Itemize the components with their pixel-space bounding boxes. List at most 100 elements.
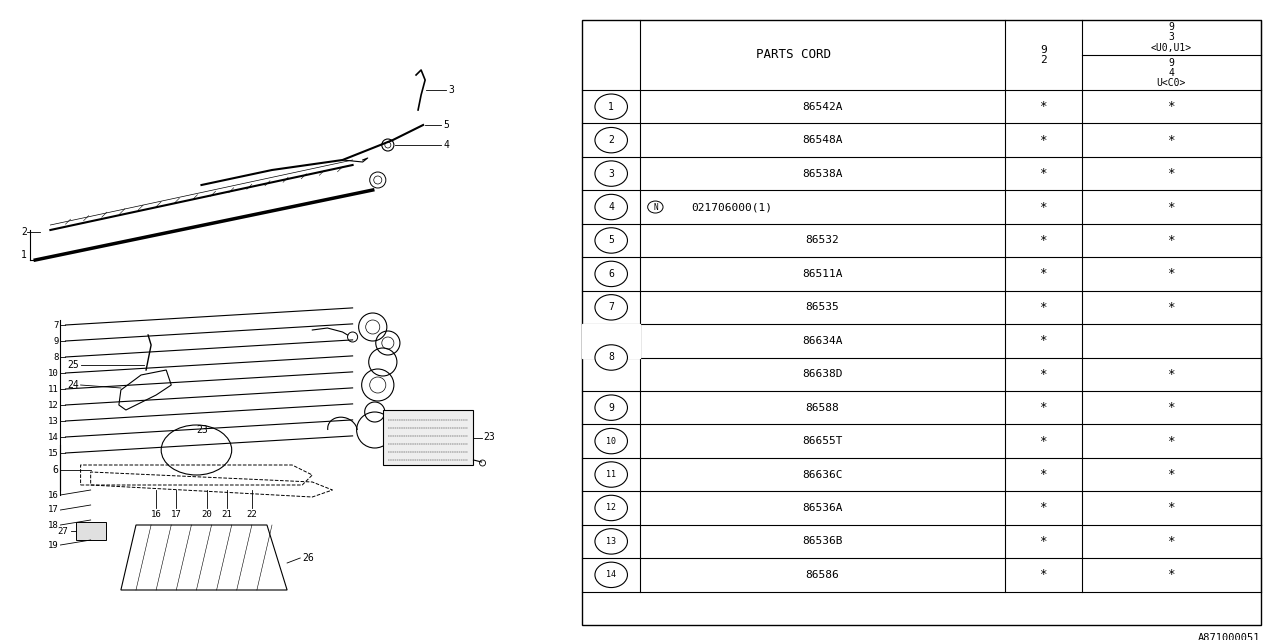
Text: 19: 19 xyxy=(47,541,59,550)
Text: A871000051: A871000051 xyxy=(1198,633,1261,640)
Text: *: * xyxy=(1039,435,1047,447)
Text: 86536A: 86536A xyxy=(803,503,842,513)
Text: *: * xyxy=(1167,435,1175,447)
Text: *: * xyxy=(1039,535,1047,548)
Circle shape xyxy=(595,495,627,521)
Text: 12: 12 xyxy=(47,401,59,410)
Text: 3: 3 xyxy=(608,168,614,179)
Text: 23: 23 xyxy=(484,433,495,442)
Text: PARTS CORD: PARTS CORD xyxy=(756,49,831,61)
Text: 1: 1 xyxy=(608,102,614,112)
Text: 6: 6 xyxy=(52,465,59,475)
Text: 021706000(1): 021706000(1) xyxy=(691,202,773,212)
Circle shape xyxy=(595,94,627,120)
Text: 9: 9 xyxy=(608,403,614,413)
Text: 25: 25 xyxy=(67,360,78,370)
Text: *: * xyxy=(1167,301,1175,314)
Text: 86542A: 86542A xyxy=(803,102,842,112)
Text: 86535: 86535 xyxy=(805,302,840,312)
Circle shape xyxy=(595,195,627,220)
Text: 9
4
U<C0>: 9 4 U<C0> xyxy=(1157,58,1185,88)
Text: 86638D: 86638D xyxy=(803,369,842,380)
Text: 8: 8 xyxy=(52,353,59,362)
Text: *: * xyxy=(1039,167,1047,180)
Text: 6: 6 xyxy=(608,269,614,279)
Text: 86536B: 86536B xyxy=(803,536,842,547)
Text: N: N xyxy=(653,202,658,212)
Text: 17: 17 xyxy=(47,506,59,515)
Text: 8: 8 xyxy=(608,336,614,346)
Text: 16: 16 xyxy=(47,490,59,499)
FancyBboxPatch shape xyxy=(383,410,474,465)
Text: 86588: 86588 xyxy=(805,403,840,413)
Text: 9: 9 xyxy=(52,337,59,346)
Circle shape xyxy=(595,127,627,153)
Text: 5: 5 xyxy=(443,120,449,130)
Text: *: * xyxy=(1039,401,1047,414)
Text: *: * xyxy=(1167,200,1175,214)
Text: 2: 2 xyxy=(22,227,27,237)
Text: 4: 4 xyxy=(608,202,614,212)
Text: *: * xyxy=(1167,502,1175,515)
Text: 15: 15 xyxy=(47,449,59,458)
Text: 11: 11 xyxy=(607,470,616,479)
Text: *: * xyxy=(1039,234,1047,247)
Bar xyxy=(582,324,640,358)
Bar xyxy=(76,522,106,540)
Text: 86532: 86532 xyxy=(805,236,840,246)
Text: 13: 13 xyxy=(47,417,59,426)
Circle shape xyxy=(595,294,627,320)
Text: *: * xyxy=(1039,301,1047,314)
Text: 8: 8 xyxy=(608,353,614,362)
Text: 86538A: 86538A xyxy=(803,168,842,179)
Text: 27: 27 xyxy=(58,527,69,536)
Text: 2: 2 xyxy=(608,135,614,145)
Text: *: * xyxy=(1039,468,1047,481)
Text: 11: 11 xyxy=(47,385,59,394)
Text: 13: 13 xyxy=(607,537,616,546)
Text: 4: 4 xyxy=(443,140,449,150)
Circle shape xyxy=(648,201,663,213)
Text: 12: 12 xyxy=(607,504,616,513)
Text: 5: 5 xyxy=(608,236,614,246)
Text: *: * xyxy=(1167,401,1175,414)
Text: *: * xyxy=(1039,268,1047,280)
Text: *: * xyxy=(1167,234,1175,247)
Circle shape xyxy=(595,395,627,420)
Text: 20: 20 xyxy=(201,510,212,519)
Text: 22: 22 xyxy=(247,510,257,519)
Text: *: * xyxy=(1039,100,1047,113)
Text: 86634A: 86634A xyxy=(803,336,842,346)
Text: 86655T: 86655T xyxy=(803,436,842,446)
Text: 9
3
<U0,U1>: 9 3 <U0,U1> xyxy=(1151,22,1192,52)
Text: *: * xyxy=(1039,502,1047,515)
Circle shape xyxy=(595,345,627,370)
Text: 1: 1 xyxy=(22,250,27,260)
Text: *: * xyxy=(1167,134,1175,147)
Circle shape xyxy=(595,328,627,353)
Circle shape xyxy=(595,161,627,186)
Circle shape xyxy=(595,529,627,554)
Circle shape xyxy=(595,261,627,287)
Text: 10: 10 xyxy=(47,369,59,378)
Text: 86548A: 86548A xyxy=(803,135,842,145)
Text: 7: 7 xyxy=(52,321,59,330)
Text: 21: 21 xyxy=(221,510,232,519)
Circle shape xyxy=(595,428,627,454)
Text: *: * xyxy=(1167,100,1175,113)
Text: *: * xyxy=(1167,535,1175,548)
Text: 10: 10 xyxy=(607,436,616,445)
Text: 86636C: 86636C xyxy=(803,470,842,479)
Text: *: * xyxy=(1039,134,1047,147)
Circle shape xyxy=(595,462,627,487)
Text: *: * xyxy=(1039,334,1047,348)
Text: 16: 16 xyxy=(151,510,161,519)
Text: *: * xyxy=(1167,568,1175,581)
Text: *: * xyxy=(1167,268,1175,280)
Text: *: * xyxy=(1167,468,1175,481)
Text: 86586: 86586 xyxy=(805,570,840,580)
Text: 23: 23 xyxy=(196,425,209,435)
Text: *: * xyxy=(1167,368,1175,381)
Text: 7: 7 xyxy=(608,302,614,312)
Text: *: * xyxy=(1039,568,1047,581)
